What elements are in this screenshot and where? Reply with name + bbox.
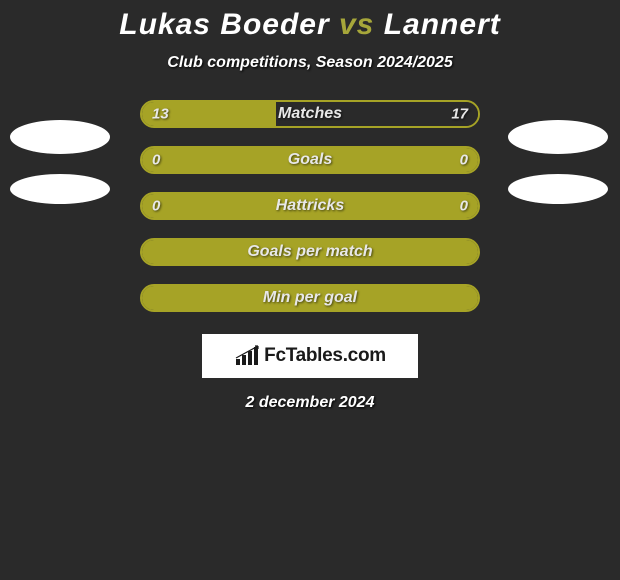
stat-row: Hattricks0 0: [140, 192, 480, 220]
stat-row: Min per goal: [140, 284, 480, 312]
right-avatars: [508, 120, 608, 204]
player1-club-avatar: [10, 174, 110, 204]
left-avatars: [10, 120, 110, 204]
stat-value-left: 0: [152, 198, 160, 215]
stat-value-left: 0: [152, 152, 160, 169]
stat-label: Hattricks: [142, 197, 478, 215]
stat-value-left: 13: [152, 106, 169, 123]
player1-name: Lukas Boeder: [119, 8, 329, 41]
subtitle: Club competitions, Season 2024/2025: [0, 54, 620, 72]
stat-label: Goals: [142, 151, 478, 169]
vs-separator: vs: [339, 8, 374, 41]
player2-club-avatar: [508, 174, 608, 204]
player2-avatar: [508, 120, 608, 154]
stat-row: Goals per match: [140, 238, 480, 266]
stat-row: Matches13 17: [140, 100, 480, 128]
stat-value-right: 0: [460, 152, 468, 169]
stat-value-right: 17: [451, 106, 468, 123]
player2-name: Lannert: [384, 8, 501, 41]
date-text: 2 december 2024: [0, 394, 620, 412]
branding-badge: FcTables.com: [202, 334, 418, 378]
branding-text: FcTables.com: [264, 345, 386, 367]
page-title: Lukas Boeder vs Lannert: [0, 8, 620, 42]
stat-rows: Matches1317Goals00Hattricks00Goals per m…: [140, 100, 480, 312]
stat-value-right: 0: [460, 198, 468, 215]
stat-row: Goals0 0: [140, 146, 480, 174]
stat-label: Min per goal: [142, 289, 478, 307]
comparison-card: Lukas Boeder vs Lannert Club competition…: [0, 0, 620, 412]
bar-chart-icon: [234, 345, 260, 367]
player1-avatar: [10, 120, 110, 154]
stat-label: Matches: [142, 105, 478, 123]
stat-label: Goals per match: [142, 243, 478, 261]
